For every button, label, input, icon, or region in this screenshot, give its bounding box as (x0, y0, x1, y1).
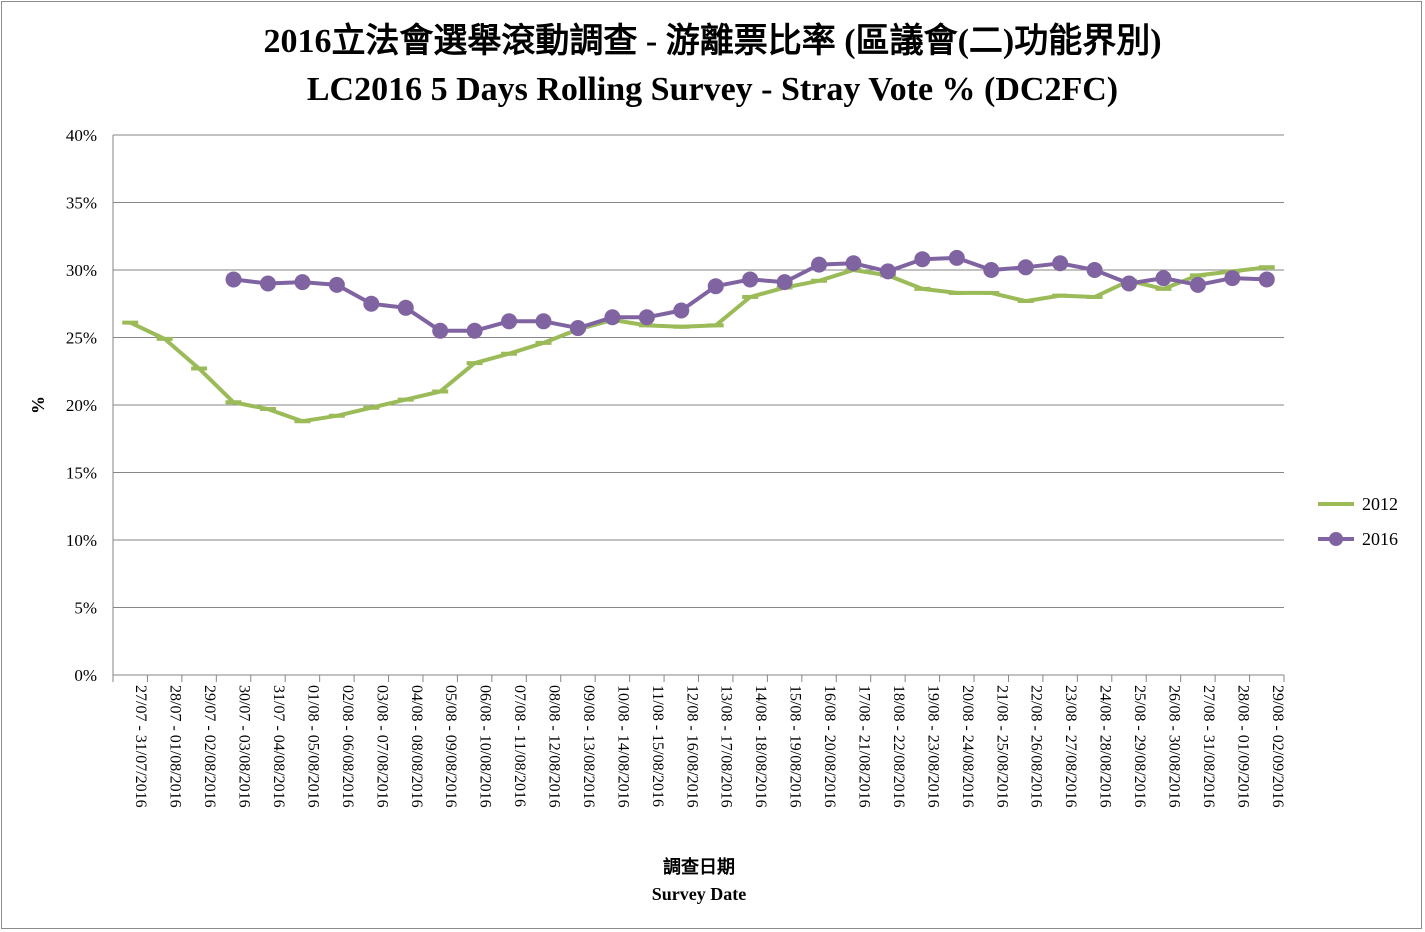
x-tick-label: 02/08 - 06/08/2016 (339, 685, 356, 808)
chart-subtitle: LC2016 5 Days Rolling Survey - Stray Vot… (306, 71, 1119, 108)
x-tick-label: 23/08 - 27/08/2016 (1062, 685, 1079, 808)
data-point-2016 (569, 320, 586, 337)
y-tick-label: 35% (66, 194, 97, 213)
x-tick-label: 07/08 - 11/08/2016 (511, 685, 528, 807)
x-tick-label: 17/08 - 21/08/2016 (855, 685, 872, 808)
x-tick-label: 12/08 - 16/08/2016 (683, 685, 700, 808)
y-tick-label: 0% (74, 666, 97, 685)
data-point-2016 (811, 256, 828, 273)
series-2012 (122, 265, 1275, 424)
y-tick-label: 10% (66, 531, 97, 550)
x-tick-label: 27/07 - 31/07/2016 (132, 685, 149, 808)
data-point-2016 (397, 299, 414, 316)
data-point-2016 (432, 322, 449, 339)
data-point-2016 (225, 271, 242, 288)
chart-title: 2016立法會選舉滾動調查 - 游離票比率 (區議會(二)功能界別) (263, 23, 1162, 60)
grid-lines (113, 134, 1284, 608)
data-point-2016 (1121, 275, 1138, 292)
data-point-2016 (501, 313, 518, 330)
data-point-2016 (914, 251, 931, 268)
data-point-2016 (1155, 270, 1172, 287)
x-tick-label: 09/08 - 13/08/2016 (580, 685, 597, 808)
x-tick-label: 21/08 - 25/08/2016 (993, 685, 1010, 808)
x-tick-label: 25/08 - 29/08/2016 (1131, 685, 1148, 808)
x-tick-label: 31/07 - 04/08/2016 (270, 685, 287, 808)
data-point-2016 (983, 262, 1000, 278)
x-tick-label: 08/08 - 12/08/2016 (546, 685, 563, 808)
data-point-2016 (845, 255, 862, 272)
data-point-2016 (879, 263, 896, 280)
data-point-2016 (1052, 255, 1069, 272)
x-tick-label: 11/08 - 15/08/2016 (649, 685, 666, 807)
data-point-2016 (363, 295, 380, 312)
x-tick-label: 13/08 - 17/08/2016 (718, 685, 735, 808)
data-point-2016 (776, 274, 793, 291)
x-tick-label: 28/08 - 01/09/2016 (1234, 685, 1251, 808)
y-tick-labels: 0% 5% 10% 15% 20% 25% 30% 35% 40% (66, 126, 97, 685)
legend: 2012 2016 (1318, 494, 1398, 549)
data-point-2016 (638, 309, 655, 326)
x-tick-label: 27/08 - 31/08/2016 (1200, 685, 1217, 808)
x-tick-label: 26/08 - 30/08/2016 (1165, 685, 1182, 808)
y-tick-label: 15% (66, 464, 97, 483)
x-tick-label: 29/07 - 02/08/2016 (201, 685, 218, 808)
x-tick-label: 14/08 - 18/08/2016 (752, 685, 769, 808)
series-line-2016 (233, 255, 1267, 333)
x-tick-label: 22/08 - 26/08/2016 (1028, 685, 1045, 808)
data-point-2016 (673, 302, 690, 319)
data-point-2016 (742, 271, 759, 288)
series-line-2012 (129, 265, 1268, 424)
axes (112, 135, 1285, 682)
legend-item-2016: 2016 (1318, 529, 1398, 549)
x-tick-label: 30/07 - 03/08/2016 (236, 685, 253, 808)
data-point-2016 (604, 309, 621, 326)
legend-item-2012: 2012 (1318, 494, 1398, 514)
x-tick-label: 18/08 - 22/08/2016 (890, 685, 907, 808)
data-point-2016 (1017, 259, 1034, 276)
legend-marker-2016 (1329, 532, 1343, 546)
x-tick-label: 20/08 - 24/08/2016 (959, 685, 976, 808)
y-tick-label: 25% (66, 329, 97, 348)
x-tick-label: 19/08 - 23/08/2016 (924, 685, 941, 808)
y-axis-title: % (28, 396, 48, 414)
x-tick-label: 03/08 - 07/08/2016 (373, 685, 390, 808)
x-axis-title-en: Survey Date (652, 884, 746, 904)
legend-label-2016: 2016 (1362, 529, 1398, 549)
x-tick-labels: 27/07 - 31/07/2016 28/07 - 01/08/2016 29/0… (132, 685, 1286, 808)
series-2016 (225, 249, 1275, 339)
x-tick-label: 24/08 - 28/08/2016 (1097, 685, 1114, 808)
x-tick-label: 06/08 - 10/08/2016 (477, 685, 494, 808)
x-tick-label: 01/08 - 05/08/2016 (304, 685, 321, 808)
x-tick-label: 28/07 - 01/08/2016 (167, 685, 184, 808)
y-tick-label: 30% (66, 261, 97, 280)
data-point-2016 (1189, 276, 1206, 293)
x-tick-label: 04/08 - 08/08/2016 (408, 685, 425, 808)
x-tick-label: 10/08 - 14/08/2016 (614, 685, 631, 808)
x-tick-label: 16/08 - 20/08/2016 (821, 685, 838, 808)
x-tick-label: 29/08 - 02/09/2016 (1269, 685, 1286, 808)
data-point-2016 (1224, 270, 1241, 287)
y-tick-label: 20% (66, 396, 97, 415)
x-tick-label: 05/08 - 09/08/2016 (442, 685, 459, 808)
data-point-2016 (948, 249, 965, 266)
y-tick-label: 5% (74, 599, 97, 618)
x-tick-label: 15/08 - 19/08/2016 (787, 685, 804, 808)
data-point-2016 (294, 274, 311, 291)
data-point-2016 (707, 278, 724, 295)
data-point-2016 (1086, 262, 1103, 278)
data-point-2016 (259, 275, 276, 292)
data-point-2016 (1258, 271, 1275, 288)
data-point-2016 (466, 322, 483, 339)
data-point-2016 (328, 276, 345, 293)
x-axis-title: 調查日期 (663, 856, 735, 877)
series-lines (122, 249, 1275, 424)
data-point-2016 (535, 313, 552, 330)
y-tick-label: 40% (66, 126, 97, 145)
legend-label-2012: 2012 (1362, 494, 1398, 514)
